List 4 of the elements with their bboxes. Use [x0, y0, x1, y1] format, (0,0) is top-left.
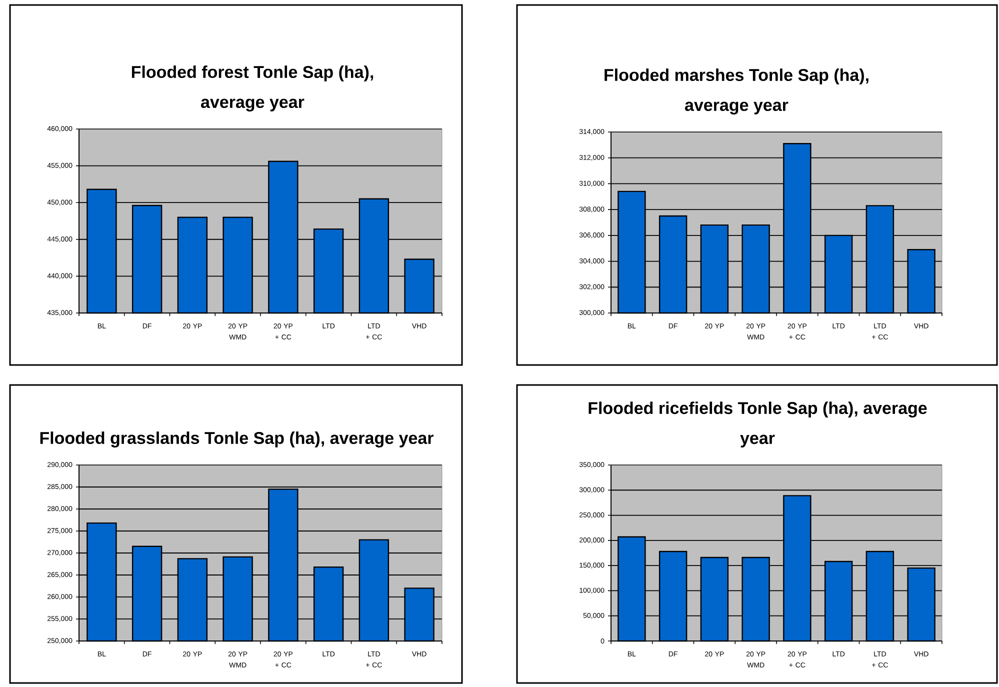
chart-title: Flooded marshes Tonle Sap (ha), average year — [604, 68, 868, 114]
chart-title: Flooded grasslands Tonle Sap (ha), average year — [40, 432, 434, 448]
chart-title: Flooded forest Tonle Sap (ha), average year — [132, 66, 374, 112]
chart-title: Flooded ricefields Tonle Sap (ha), average year — [588, 402, 927, 448]
